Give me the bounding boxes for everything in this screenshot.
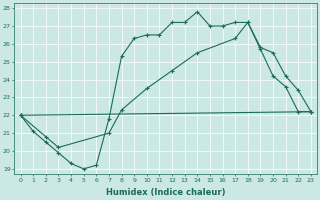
X-axis label: Humidex (Indice chaleur): Humidex (Indice chaleur) <box>106 188 226 197</box>
